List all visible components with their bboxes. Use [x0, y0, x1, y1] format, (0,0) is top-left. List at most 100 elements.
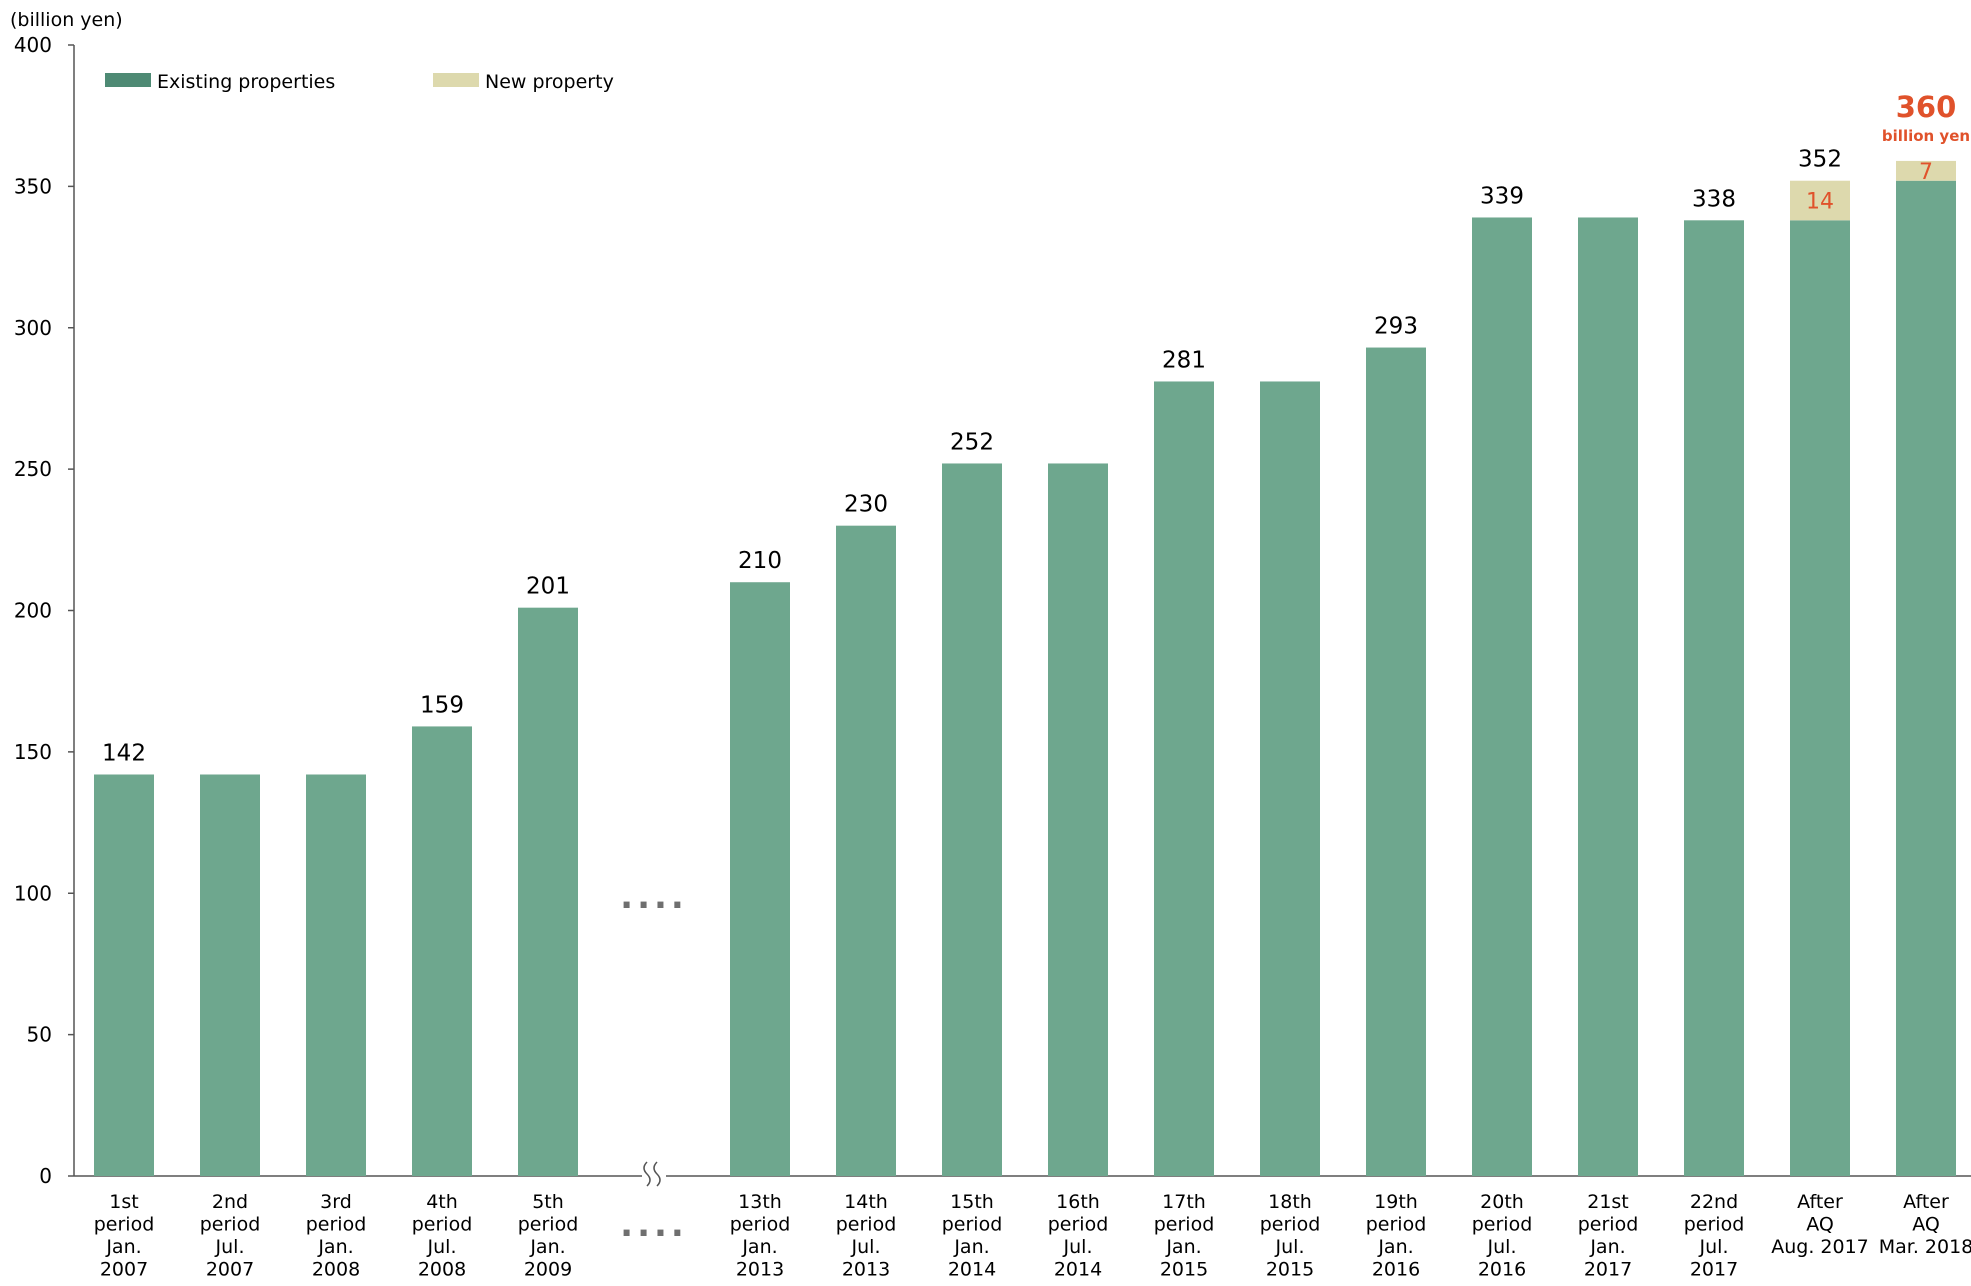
x-tick-label: period [730, 1214, 791, 1236]
x-tick-label: 17th [1162, 1191, 1206, 1213]
x-tick-label: 2014 [948, 1259, 996, 1281]
bar-existing [1154, 381, 1214, 1176]
x-tick-label: Aug. 2017 [1771, 1236, 1869, 1258]
x-tick-label: period [412, 1214, 473, 1236]
y-axis: 0 50 100 150 200 250 300 350 400 [14, 33, 1971, 1188]
new-value-label: 14 [1806, 190, 1834, 215]
x-tick-label: 2017 [1690, 1259, 1738, 1281]
unit-label: (billion yen) [10, 9, 123, 31]
x-tick-label: 22nd [1690, 1191, 1738, 1213]
x-tick-label: 2007 [100, 1259, 148, 1281]
y-tick-label: 200 [14, 599, 52, 623]
bar-existing [306, 774, 366, 1176]
x-tick-label: 1st [109, 1191, 138, 1213]
x-tick-label: After [1797, 1191, 1843, 1213]
x-tick-label: period [200, 1214, 261, 1236]
x-tick-label: Jan. [105, 1236, 141, 1258]
bar-existing [1578, 217, 1638, 1177]
y-tick-label: 400 [14, 33, 52, 57]
bar-new [1896, 160, 1956, 181]
x-tick-label: period [1154, 1214, 1215, 1236]
total-value-label: 281 [1162, 347, 1206, 373]
legend-label: New property [485, 71, 614, 93]
x-tick-label: 2017 [1584, 1259, 1632, 1281]
x-tick-label: 2009 [524, 1259, 572, 1281]
axis-break: ........ [620, 877, 688, 1245]
new-value-label: 7 [1919, 160, 1933, 185]
x-tick-label: 2007 [206, 1259, 254, 1281]
break-mark [653, 1161, 661, 1187]
legend-swatch [433, 73, 479, 87]
x-tick-label: 2015 [1266, 1259, 1314, 1281]
x-tick-label: Jul. [1063, 1236, 1093, 1258]
total-value-label: 142 [102, 740, 146, 766]
y-tick-label: 100 [14, 881, 52, 905]
x-tick-label: Jul. [1275, 1236, 1305, 1258]
break-mark [643, 1161, 651, 1187]
highlight-unit: billion yen [1882, 127, 1970, 145]
bar-existing [1472, 217, 1532, 1177]
x-tick-label: 2013 [842, 1259, 890, 1281]
x-tick-label: 2015 [1160, 1259, 1208, 1281]
x-tick-label: 4th [426, 1191, 458, 1213]
legend-label: Existing properties [157, 71, 335, 93]
bar-new [1790, 180, 1850, 221]
bar-existing [1684, 220, 1744, 1176]
total-value-label: 339 [1480, 183, 1524, 209]
y-tick-label: 150 [14, 740, 52, 764]
x-tick-label: period [942, 1214, 1003, 1236]
x-tick-label: Jan. [1165, 1236, 1201, 1258]
x-tick-label: Jan. [529, 1236, 565, 1258]
bar-existing [412, 726, 472, 1176]
bar-existing [94, 774, 154, 1176]
bar-existing [942, 463, 1002, 1177]
x-tick-label: 14th [844, 1191, 888, 1213]
x-tick-label: 2014 [1054, 1259, 1102, 1281]
break-dots: .... [620, 1205, 688, 1245]
x-tick-label: 21st [1587, 1191, 1629, 1213]
x-tick-label: period [836, 1214, 897, 1236]
legend-swatch [105, 73, 151, 87]
x-tick-label: period [1048, 1214, 1109, 1236]
x-tick-label: AQ [1806, 1214, 1834, 1236]
y-tick-label: 250 [14, 457, 52, 481]
total-value-label: 210 [738, 548, 782, 574]
x-tick-label: 2008 [312, 1259, 360, 1281]
x-tick-label: Jul. [427, 1236, 457, 1258]
x-axis-labels: 1stperiodJan.20072ndperiodJul.20073rdper… [94, 1191, 1971, 1281]
x-tick-label: 2016 [1372, 1259, 1420, 1281]
bar-existing [836, 525, 896, 1176]
highlight-total: 360 [1896, 90, 1957, 124]
x-tick-label: period [1684, 1214, 1745, 1236]
total-value-label: 293 [1374, 314, 1418, 340]
x-tick-label: Mar. 2018 [1879, 1236, 1971, 1258]
x-tick-label: Jan. [1589, 1236, 1625, 1258]
total-value-label: 252 [950, 429, 994, 455]
bar-existing [730, 582, 790, 1176]
x-tick-label: 18th [1268, 1191, 1312, 1213]
x-tick-label: 2nd [212, 1191, 248, 1213]
x-tick-label: Jul. [1487, 1236, 1517, 1258]
bar-existing [1790, 220, 1850, 1176]
x-tick-label: 3rd [320, 1191, 352, 1213]
x-tick-label: 20th [1480, 1191, 1524, 1213]
break-dots: .... [620, 877, 688, 917]
bar-existing [1048, 463, 1108, 1177]
x-tick-label: period [518, 1214, 579, 1236]
x-tick-label: Jul. [215, 1236, 245, 1258]
bar-existing [1366, 347, 1426, 1177]
x-tick-label: 19th [1374, 1191, 1418, 1213]
x-tick-label: 2016 [1478, 1259, 1526, 1281]
x-tick-label: 2013 [736, 1259, 784, 1281]
y-tick-label: 350 [14, 174, 52, 198]
x-tick-label: After [1903, 1191, 1949, 1213]
bar-existing [1260, 381, 1320, 1176]
x-tick-label: Jul. [851, 1236, 881, 1258]
x-tick-label: Jan. [1377, 1236, 1413, 1258]
x-tick-label: period [1260, 1214, 1321, 1236]
x-tick-label: 16th [1056, 1191, 1100, 1213]
x-tick-label: 2008 [418, 1259, 466, 1281]
x-tick-label: Jan. [953, 1236, 989, 1258]
total-value-label: 159 [420, 692, 464, 718]
